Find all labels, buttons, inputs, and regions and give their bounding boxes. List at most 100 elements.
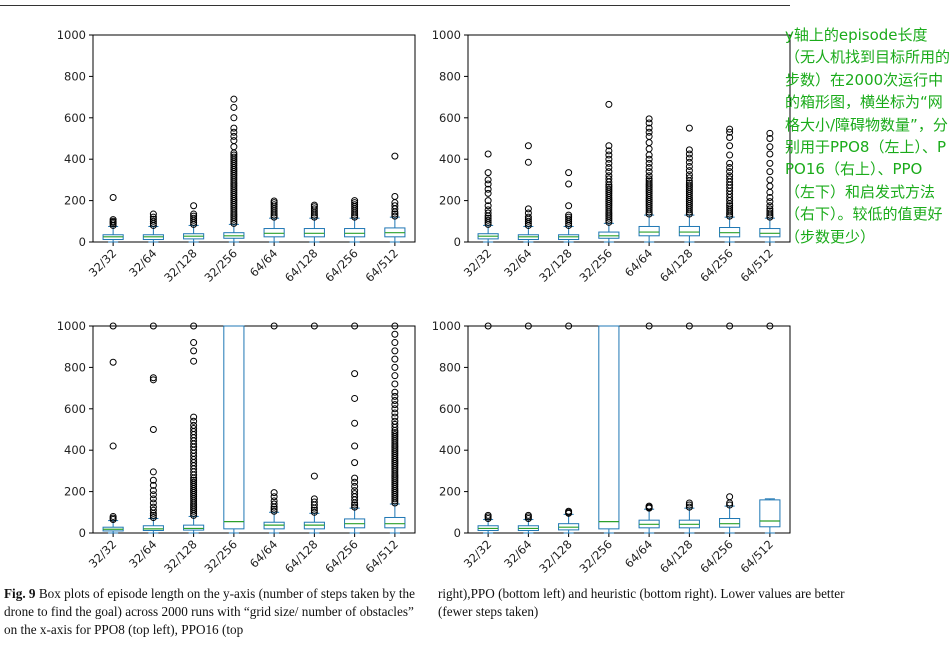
flier-point — [605, 155, 613, 163]
box — [263, 228, 285, 238]
y-tick-label: 0 — [454, 235, 461, 249]
flier-point — [109, 216, 117, 224]
flier-point — [565, 211, 573, 219]
flier-point — [310, 205, 318, 213]
flier-point — [149, 513, 157, 521]
figure-caption-left: Fig. 9 Box plots of episode length on th… — [4, 585, 424, 639]
box — [598, 231, 620, 239]
x-tick-label: 64/128 — [657, 537, 696, 576]
flier-point — [351, 199, 359, 207]
flier-point — [645, 179, 653, 187]
flier-point — [149, 487, 157, 495]
x-tick-label: 32/256 — [576, 537, 615, 576]
flier-point — [524, 217, 532, 225]
flier-point — [230, 128, 238, 136]
flier-point — [310, 495, 318, 503]
flier-point — [230, 124, 238, 132]
flier-point — [391, 392, 399, 400]
flier-point — [484, 214, 492, 222]
flier-point — [391, 431, 399, 439]
y-tick-label: 0 — [79, 235, 86, 249]
flier-point — [109, 322, 117, 330]
flier-point — [391, 397, 399, 405]
box — [183, 524, 205, 531]
flier-point — [484, 189, 492, 197]
flier-point — [230, 137, 238, 145]
flier-point — [645, 128, 653, 136]
flier-point — [391, 339, 399, 347]
box — [598, 325, 620, 530]
y-tick-label: 600 — [439, 111, 461, 125]
y-tick-label: 400 — [439, 443, 461, 457]
x-tick-label: 64/512 — [737, 537, 776, 576]
flier-point — [766, 168, 774, 176]
flier-point — [524, 213, 532, 221]
x-tick-label: 64/256 — [697, 537, 736, 576]
flier-point — [645, 139, 653, 147]
flier-point — [645, 132, 653, 140]
flier-point — [391, 152, 399, 160]
flier-point — [351, 459, 359, 467]
flier-point — [766, 159, 774, 167]
flier-point — [645, 115, 653, 123]
flier-point — [230, 132, 238, 140]
flier-point — [149, 503, 157, 511]
flier-point — [391, 388, 399, 396]
flier-point — [351, 197, 359, 205]
flier-point — [391, 192, 399, 200]
flier-point — [605, 159, 613, 167]
box — [303, 228, 325, 238]
y-tick-label: 0 — [79, 526, 86, 540]
y-tick-label: 200 — [64, 194, 86, 208]
flier-point — [351, 442, 359, 450]
flier-point — [605, 100, 613, 108]
flier-point — [524, 142, 532, 150]
x-tick-label: 64/256 — [697, 246, 736, 285]
flier-point — [149, 217, 157, 225]
flier-point — [190, 417, 198, 425]
x-tick-label: 32/64 — [501, 246, 534, 279]
x-tick-label: 32/64 — [126, 537, 159, 570]
flier-point — [190, 214, 198, 222]
flier-point — [109, 512, 117, 520]
flier-point — [391, 380, 399, 388]
flier-point — [605, 175, 613, 183]
flier-point — [565, 213, 573, 221]
flier-point — [685, 124, 693, 132]
flier-point — [230, 114, 238, 122]
x-tick-label: 64/128 — [657, 246, 696, 285]
flier-point — [351, 419, 359, 427]
flier-point — [685, 174, 693, 182]
box — [719, 518, 741, 528]
flier-point — [605, 147, 613, 155]
flier-point — [645, 119, 653, 127]
flier-point — [190, 202, 198, 210]
flier-point — [766, 198, 774, 206]
flier-point — [726, 204, 734, 212]
flier-point — [190, 212, 198, 220]
flier-point — [149, 491, 157, 499]
x-tick-label: 32/32 — [461, 246, 494, 279]
flier-point — [149, 215, 157, 223]
box — [223, 325, 245, 530]
flier-point — [605, 151, 613, 159]
flier-point — [484, 216, 492, 224]
flier-point — [230, 151, 238, 159]
flier-point — [149, 511, 157, 519]
flier-point — [109, 193, 117, 201]
flier-point — [685, 499, 693, 507]
x-tick-label: 64/512 — [362, 537, 401, 576]
flier-point — [685, 150, 693, 158]
flier-point — [190, 478, 198, 486]
y-tick-label: 0 — [454, 526, 461, 540]
flier-point — [565, 180, 573, 188]
flier-point — [310, 498, 318, 506]
flier-point — [351, 322, 359, 330]
flier-point — [391, 355, 399, 363]
flier-point — [391, 405, 399, 413]
flier-point — [726, 128, 734, 136]
flier-point — [605, 172, 613, 180]
y-tick-label: 600 — [439, 402, 461, 416]
flier-point — [351, 482, 359, 490]
box — [678, 225, 700, 237]
